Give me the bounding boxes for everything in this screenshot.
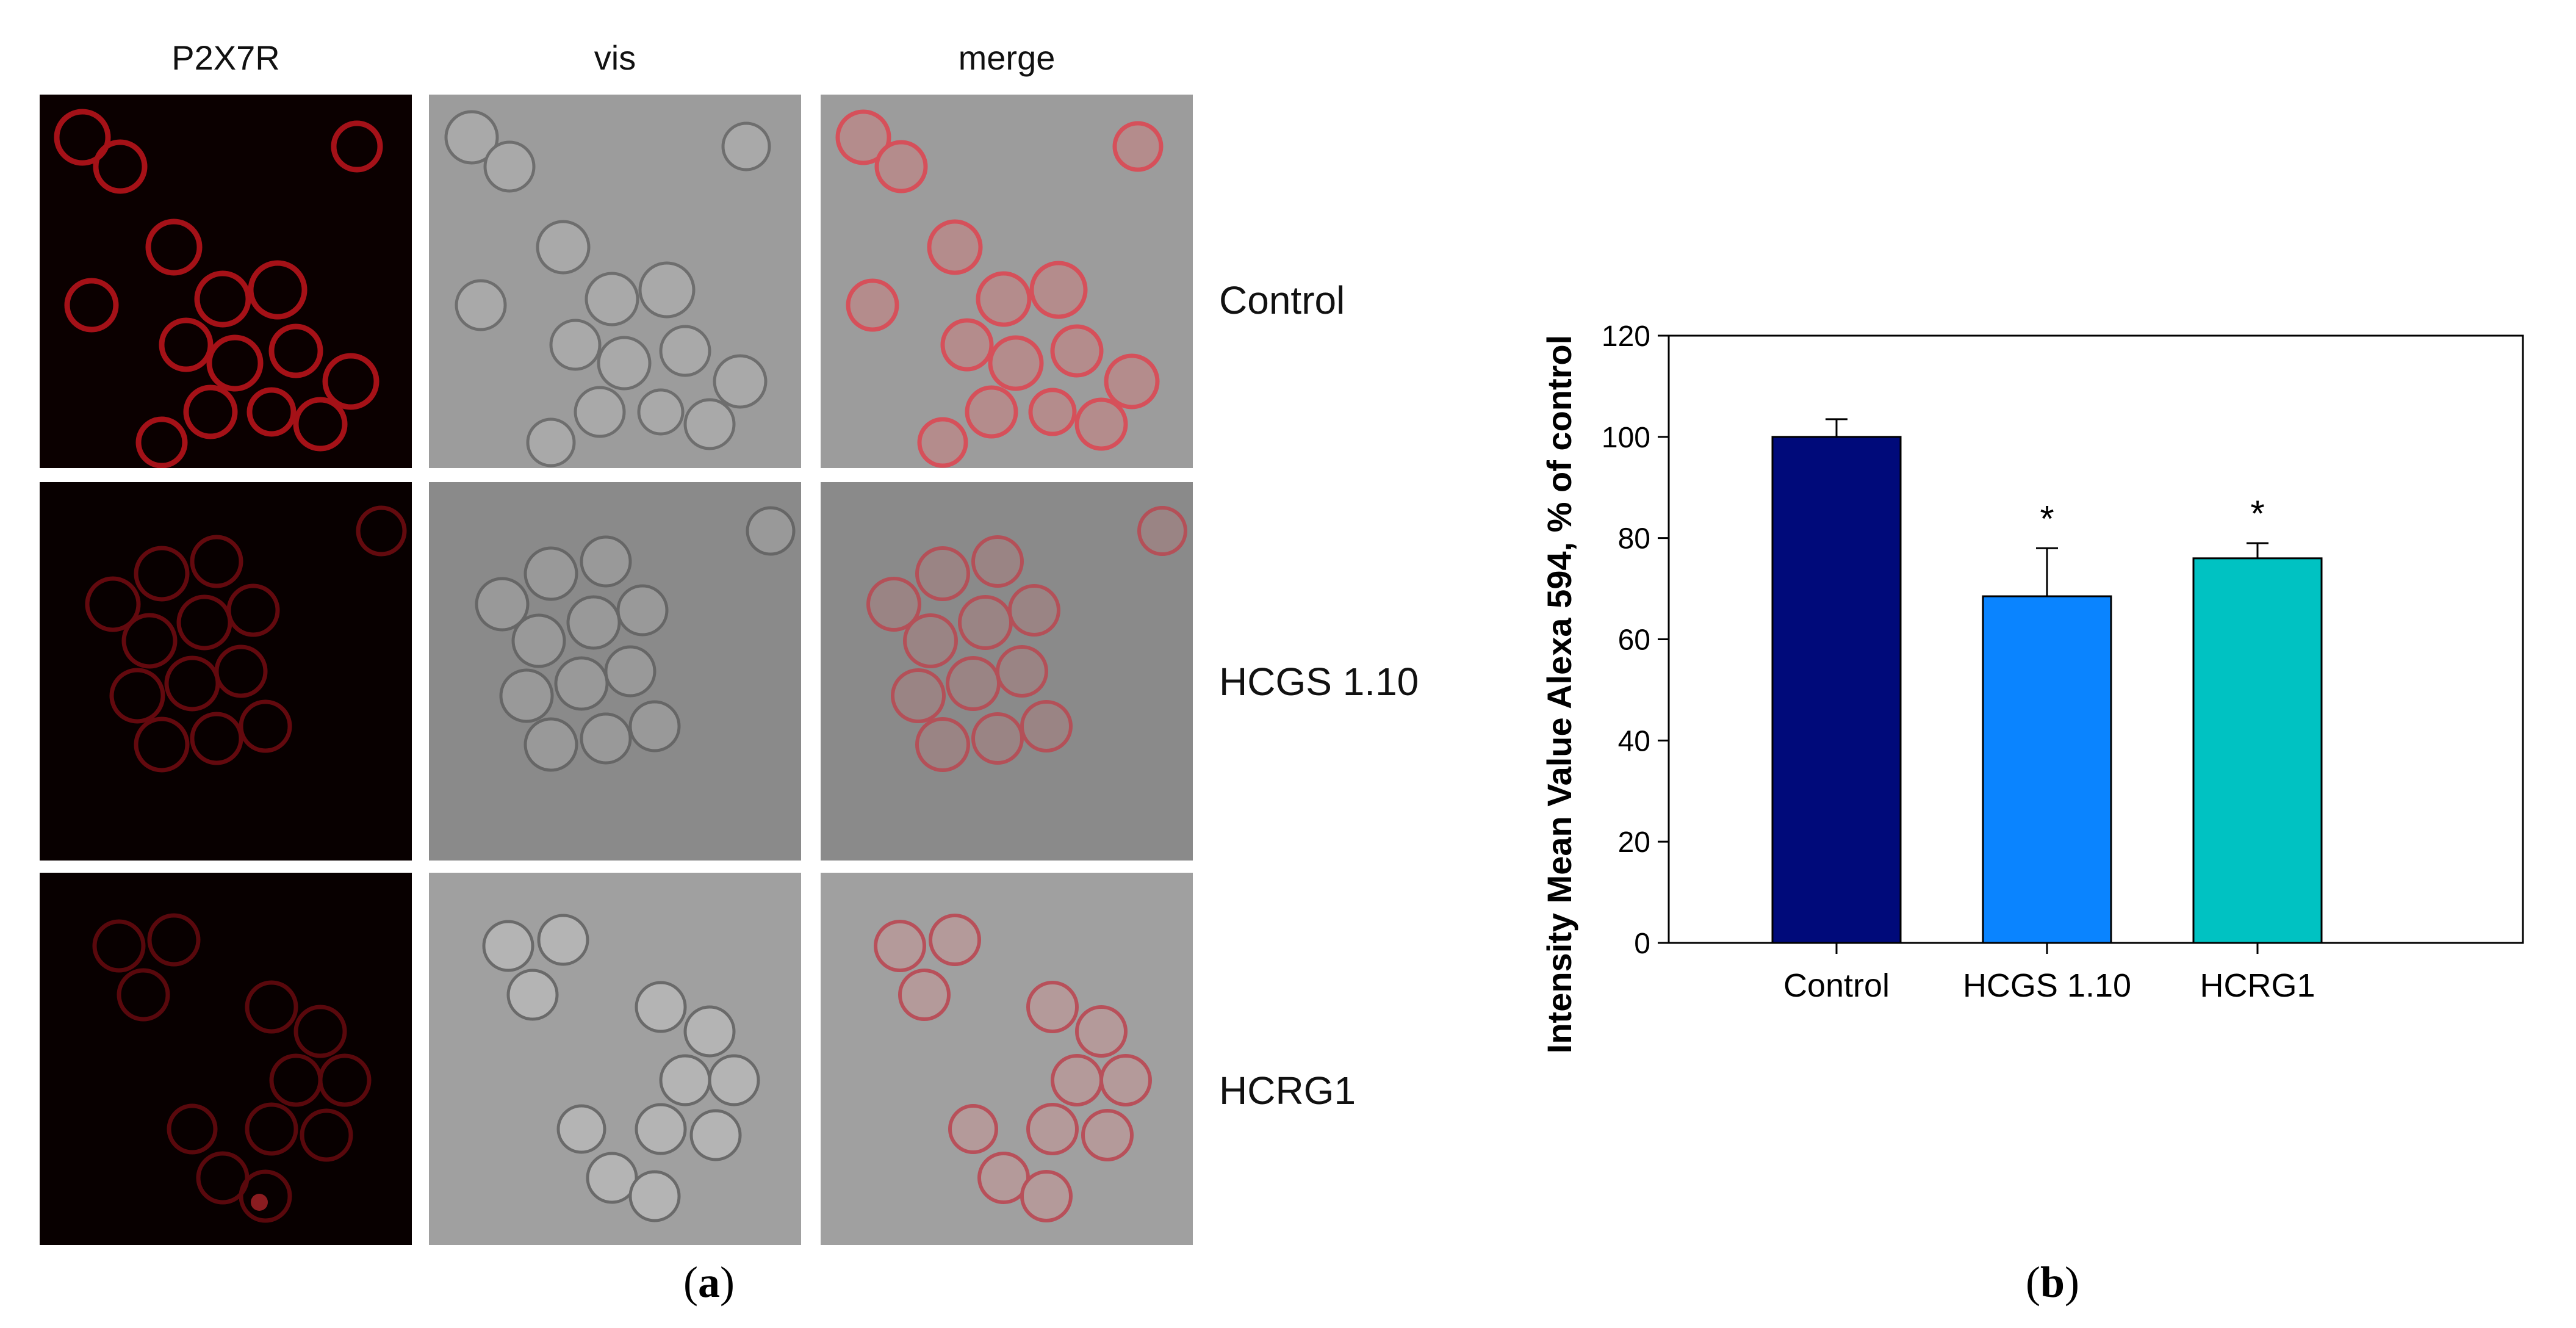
brightfield-image-control [429, 95, 801, 468]
row-label-hcgs: HCGS 1.10 [1219, 660, 1419, 704]
fluorescence-image-hcrg1 [40, 873, 412, 1245]
row-label-control: Control [1219, 278, 1345, 322]
x-category-label: HCRG1 [2200, 967, 2315, 1004]
bar-2 [2192, 557, 2323, 944]
y-axis-title: Intensity Mean Value Alexa 594, % of con… [1540, 335, 1578, 1053]
y-tick-label: 0 [1634, 928, 1650, 960]
row-label-hcrg1: HCRG1 [1219, 1069, 1356, 1113]
fluorescence-image-control [40, 95, 412, 468]
y-tick-label: 100 [1602, 422, 1650, 454]
brightfield-image-hcrg1 [429, 873, 801, 1245]
y-tick-label: 60 [1618, 624, 1650, 657]
x-category-label: Control [1783, 967, 1890, 1004]
x-category-label: HCGS 1.10 [1963, 967, 2131, 1004]
fluorescence-image-hcgs [40, 482, 412, 861]
y-tick-label: 120 [1602, 320, 1650, 353]
panel-caption-a: (a) [683, 1258, 735, 1307]
merge-image-hcgs [821, 482, 1193, 861]
significance-marker: * [2040, 498, 2054, 539]
y-tick-label: 40 [1618, 725, 1650, 757]
y-tick-label: 20 [1618, 826, 1650, 859]
significance-marker: * [2250, 493, 2264, 534]
column-header-merge: merge [958, 38, 1056, 77]
merge-image-control [821, 95, 1193, 468]
bar-0 [1771, 436, 1902, 944]
merge-image-hcrg1 [821, 873, 1193, 1245]
brightfield-image-hcgs [429, 482, 801, 861]
column-header-vis: vis [594, 38, 636, 77]
bar-1 [1982, 595, 2112, 944]
panel-caption-b: (b) [2026, 1258, 2080, 1307]
column-header-p2x7r: P2X7R [171, 38, 280, 77]
bar-chart: 0 20 40 60 80 100 120 * * Control HCGS 1.10 HCRG1… [1540, 320, 2524, 1053]
y-tick-label: 80 [1618, 523, 1650, 555]
